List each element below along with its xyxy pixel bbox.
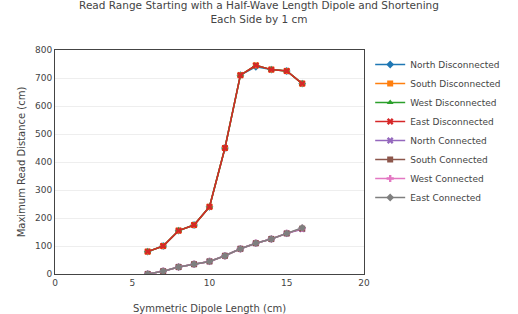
svg-text:Maximum Read Distance (cm): Maximum Read Distance (cm) (16, 87, 27, 238)
svg-text:600: 600 (35, 101, 52, 111)
svg-text:100: 100 (35, 241, 52, 251)
svg-text:200: 200 (35, 213, 52, 223)
svg-text:800: 800 (35, 45, 52, 55)
svg-text:West Disconnected: West Disconnected (410, 98, 496, 108)
svg-text:Read Range Starting with a Hal: Read Range Starting with a Half-Wave Len… (79, 0, 439, 25)
svg-text:700: 700 (35, 73, 52, 83)
svg-text:North Disconnected: North Disconnected (410, 60, 499, 70)
svg-text:South Connected: South Connected (410, 155, 487, 165)
svg-text:West Connected: West Connected (410, 174, 483, 184)
svg-text:South Disconnected: South Disconnected (410, 79, 500, 89)
svg-text:East Connected: East Connected (410, 193, 481, 203)
svg-text:North Connected: North Connected (410, 136, 487, 146)
svg-text:15: 15 (281, 278, 292, 288)
svg-text:Symmetric Dipole Length (cm): Symmetric Dipole Length (cm) (133, 303, 286, 314)
svg-text:500: 500 (35, 129, 52, 139)
svg-text:10: 10 (204, 278, 216, 288)
svg-text:5: 5 (129, 278, 135, 288)
svg-text:East Disconnected: East Disconnected (410, 117, 494, 127)
svg-text:400: 400 (35, 157, 52, 167)
svg-text:20: 20 (358, 278, 370, 288)
svg-text:300: 300 (35, 185, 52, 195)
svg-text:0: 0 (46, 269, 52, 279)
svg-text:0: 0 (52, 278, 58, 288)
